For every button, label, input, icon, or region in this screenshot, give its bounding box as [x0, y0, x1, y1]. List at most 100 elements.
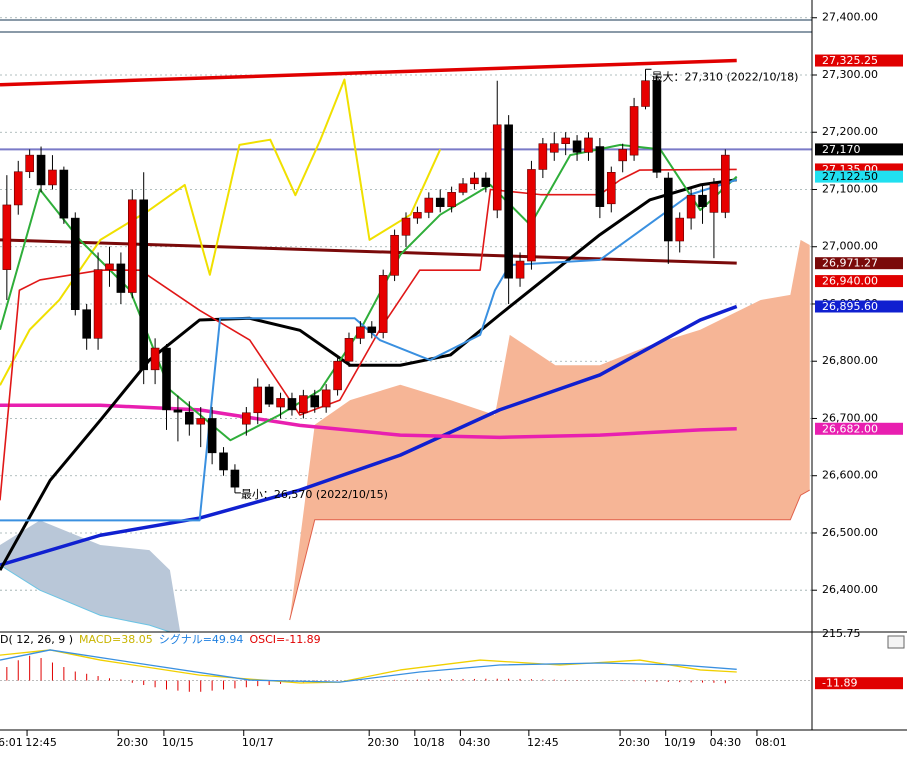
annotation: 最大：27,310 (2022/10/18): [651, 69, 798, 83]
x-tick-label: 20:30: [618, 736, 650, 749]
candle-body: [185, 411, 194, 425]
price-label-box: [815, 143, 903, 156]
y-tick-label: 26,800.00: [822, 354, 878, 367]
indicator-line: [0, 238, 737, 265]
price-label: 26,940.00: [822, 275, 878, 288]
candle-body: [36, 154, 46, 186]
candle-body: [641, 80, 650, 107]
x-tick-label: 10/15: [162, 736, 194, 749]
indicator-line: [0, 58, 737, 87]
candle-body: [378, 275, 388, 333]
y-tick-label: 27,100.00: [822, 182, 878, 195]
x-tick-label: 10/17: [242, 736, 274, 749]
candle-body: [310, 395, 320, 408]
candle-body: [470, 177, 479, 185]
candle-body: [413, 212, 422, 219]
macd-line: [0, 649, 737, 684]
price-label-box: [815, 275, 903, 288]
candle-body: [401, 217, 411, 236]
indicator-line: [0, 178, 738, 522]
y-tick-label: 26,400.00: [822, 583, 878, 596]
macd-header: OSCI=-11.89: [249, 633, 320, 646]
candle-body: [196, 418, 206, 425]
candle-body: [59, 169, 69, 219]
candle-body: [344, 338, 354, 362]
candle-body: [287, 398, 297, 411]
indicator-line: [0, 403, 737, 440]
candle-body: [538, 143, 548, 170]
candle-body: [333, 360, 342, 391]
signal-line: [0, 649, 737, 683]
panel-button[interactable]: [887, 635, 905, 649]
candle-body: [25, 154, 34, 173]
price-label: 26,971.27: [822, 257, 878, 270]
candle-body: [458, 183, 468, 193]
y-tick-label: 27,300.00: [822, 68, 878, 81]
x-tick-label: 12:45: [527, 736, 559, 749]
annotation: 最小：26,570 (2022/10/15): [241, 488, 388, 501]
candle-body: [698, 194, 707, 207]
candle-body: [618, 149, 627, 162]
candle-body: [561, 137, 570, 144]
candle-body: [584, 137, 593, 153]
macd-header: D( 12, 26, 9 ): [0, 633, 73, 646]
price-label-box: [815, 422, 903, 435]
candle-body: [70, 217, 80, 311]
candle-body: [116, 263, 126, 293]
candle-body: [721, 154, 730, 213]
y-tick-label: 27,400.00: [822, 11, 878, 24]
candle-body: [390, 234, 399, 276]
macd-header: MACD=38.05: [79, 633, 153, 646]
price-label: 27,170: [822, 143, 861, 156]
candle-body: [162, 347, 171, 411]
candle-body: [219, 452, 228, 471]
y-tick-label: 27,200.00: [822, 125, 878, 138]
candle-body: [629, 106, 639, 156]
x-tick-label: 10/19: [664, 736, 696, 749]
candle-body: [527, 169, 536, 262]
candle-body: [127, 199, 137, 293]
candle-body: [367, 326, 377, 333]
candle-body: [504, 124, 513, 279]
candle-body: [652, 80, 662, 173]
x-tick-label: 20:30: [367, 736, 399, 749]
cloud: [289, 239, 810, 620]
candle-body: [549, 143, 559, 153]
x-tick-label: 06:01: [0, 736, 23, 749]
candle-body: [481, 177, 491, 187]
y-tick-label: 26,500.00: [822, 526, 878, 539]
macd-header: シグナル=49.94: [159, 632, 244, 646]
candle-body: [276, 398, 285, 408]
y-tick-label: 26,600.00: [822, 469, 878, 482]
x-tick-label: 04:30: [709, 736, 741, 749]
price-label: -11.89: [822, 677, 857, 690]
candle-body: [93, 269, 103, 339]
indicator-line: [0, 304, 738, 567]
x-tick-label: 20:30: [116, 736, 148, 749]
candle-body: [264, 386, 274, 405]
x-tick-label: 10/18: [413, 736, 445, 749]
price-label-box: [815, 257, 903, 270]
main-panel: 最大：27,310 (2022/10/18) 最小：26,570 (2022/10…: [0, 17, 812, 633]
price-label: 26,895.60: [822, 300, 878, 313]
candle-body: [2, 204, 12, 270]
candle-body: [230, 469, 240, 488]
candle-body: [572, 140, 582, 153]
candle-body: [242, 412, 251, 425]
candle-body: [207, 418, 217, 454]
cloud-edge: [289, 489, 810, 621]
price-label: 27,325.25: [822, 54, 878, 67]
candle-body: [492, 124, 502, 211]
candle-body: [173, 409, 183, 413]
candle-body: [435, 197, 445, 207]
candle-body: [686, 194, 696, 219]
candle-body: [13, 171, 23, 206]
x-tick-label: 12:45: [25, 736, 57, 749]
macd-panel: D( 12, 26, 9 ) MACD=38.05 シグナル=49.94 OSCI=-…: [0, 627, 907, 731]
candle-body: [356, 326, 365, 339]
y-tick-label: 215.75: [822, 627, 861, 640]
indicator-line: [0, 178, 737, 571]
price-label: 26,682.00: [822, 422, 878, 435]
candle-body: [447, 192, 456, 207]
